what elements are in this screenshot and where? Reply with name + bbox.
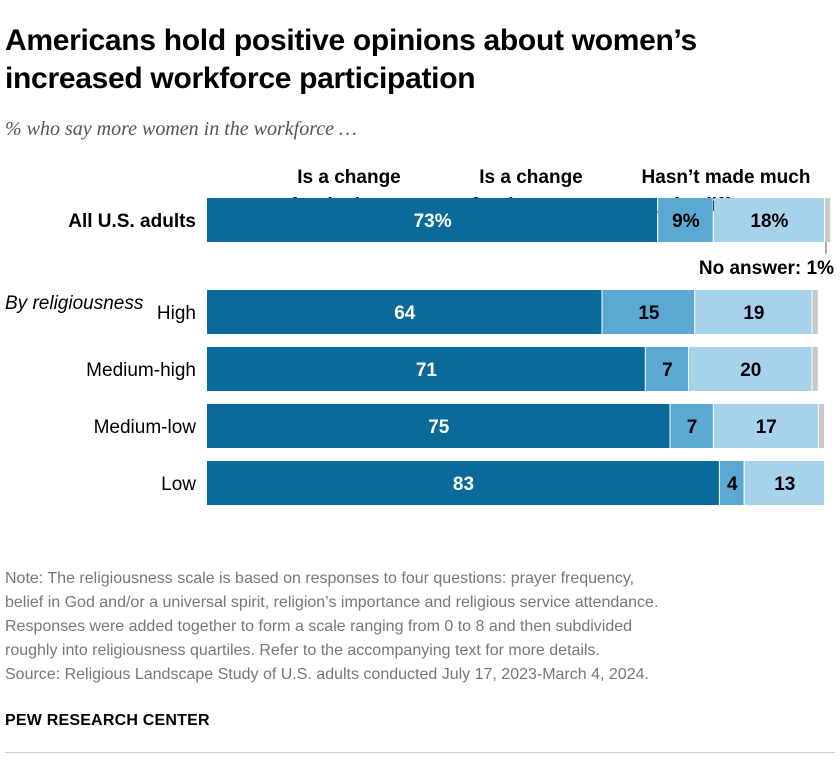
bar-segment <box>602 290 695 334</box>
no-answer-label: No answer: 1% <box>699 258 834 279</box>
bar-data-label: 64 <box>394 303 416 324</box>
bar-segment <box>818 404 824 448</box>
bar-data-label: 83 <box>453 474 474 495</box>
footer-divider <box>5 752 835 753</box>
category-label: Medium-high <box>86 360 196 381</box>
stacked-bar-chart: Is a changefor the betterIs a changefor … <box>5 167 834 505</box>
note-line: roughly into religiousness quartiles. Re… <box>5 642 600 659</box>
bar-segment <box>658 198 713 242</box>
bar-data-label: 7 <box>662 360 673 381</box>
bar-segment <box>825 198 831 242</box>
bar-data-label: 75 <box>428 417 450 438</box>
bar-segment <box>207 404 670 448</box>
category-label: High <box>157 303 196 324</box>
bar-data-label: 9% <box>672 211 700 232</box>
bar-data-label: 4 <box>727 474 738 495</box>
bar-segment <box>812 290 818 334</box>
bar-data-label: 19 <box>743 303 764 324</box>
bar-segment <box>713 198 824 242</box>
bar-segment <box>670 404 713 448</box>
note-line: belief in God and/or a universal spirit,… <box>5 594 659 611</box>
category-label: Medium-low <box>94 417 197 438</box>
chart-note: Note: The religiousness scale is based o… <box>5 567 837 687</box>
category-label: All U.S. adults <box>68 211 196 232</box>
bar-data-label: 17 <box>756 417 777 438</box>
bar-segment <box>207 198 658 242</box>
bar-data-label: 18% <box>750 211 788 232</box>
source-line: Source: Religious Landscape Study of U.S… <box>5 666 649 683</box>
bar-data-label: 73% <box>414 211 452 232</box>
group-label: By religiousness <box>5 293 144 314</box>
bar-data-label: 15 <box>638 303 660 324</box>
bar-segment <box>207 290 602 334</box>
bar-data-label: 7 <box>687 417 698 438</box>
legend-label-line1: Is a change <box>297 167 401 188</box>
bar-data-label: 71 <box>416 360 438 381</box>
bar-data-label: 13 <box>774 474 795 495</box>
bar-segment <box>812 347 818 391</box>
bar-segment <box>689 347 812 391</box>
category-label: Low <box>161 474 196 495</box>
bar-segment <box>645 347 689 391</box>
note-line: Note: The religiousness scale is based o… <box>5 570 635 587</box>
brand-logo-text: PEW RESEARCH CENTER <box>5 712 210 729</box>
bar-segment <box>713 404 818 448</box>
bar-segment <box>695 290 812 334</box>
legend-label-line1: Is a change <box>479 167 583 188</box>
note-line: Responses were added together to form a … <box>5 618 633 635</box>
legend-label-line1: Hasn’t made much <box>642 167 811 188</box>
bar-segment <box>719 461 744 505</box>
chart-subtitle: % who say more women in the workforce … <box>5 118 357 140</box>
bar-segment <box>207 347 645 391</box>
bar-segment <box>744 461 824 505</box>
chart-title: Americans hold positive opinions about w… <box>5 24 697 95</box>
bar-data-label: 20 <box>740 360 761 381</box>
bar-segment <box>207 461 719 505</box>
